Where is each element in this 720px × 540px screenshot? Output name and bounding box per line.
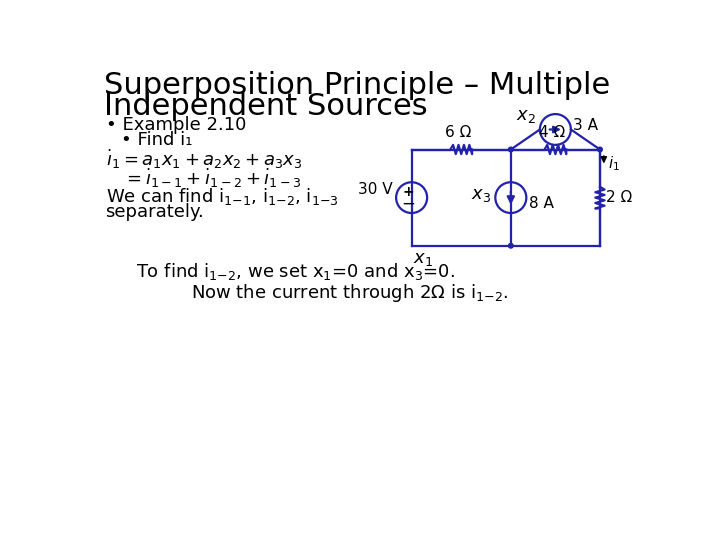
Text: 4 Ω: 4 Ω <box>539 125 565 140</box>
Text: $\dot{\imath}_1 = a_1 x_1 + a_2 x_2 + a_3 x_3$: $\dot{\imath}_1 = a_1 x_1 + a_2 x_2 + a_… <box>106 148 302 171</box>
Text: +: + <box>402 185 414 199</box>
Text: 3 A: 3 A <box>573 118 598 133</box>
Text: Superposition Principle – Multiple: Superposition Principle – Multiple <box>104 71 611 100</box>
Text: • Find i₁: • Find i₁ <box>121 131 192 149</box>
Circle shape <box>598 147 602 152</box>
Text: −: − <box>402 195 415 213</box>
Text: Now the current through 2$\Omega$ is i$_{1\mathsf{-}2}$.: Now the current through 2$\Omega$ is i$_… <box>191 282 508 304</box>
Text: To find i$_{1\mathsf{-}2}$, we set x$_1$=0 and x$_3$=0.: To find i$_{1\mathsf{-}2}$, we set x$_1$… <box>137 261 455 282</box>
Text: separately.: separately. <box>106 204 204 221</box>
Text: $i_1$: $i_1$ <box>608 154 621 173</box>
Text: 6 Ω: 6 Ω <box>445 125 472 140</box>
Circle shape <box>508 244 513 248</box>
Text: $x_2$: $x_2$ <box>516 107 536 125</box>
Text: 8 A: 8 A <box>529 196 554 211</box>
Text: 2 Ω: 2 Ω <box>606 190 632 205</box>
Text: $= \dot{\imath}_{1-1} + \dot{\imath}_{1-2} + \dot{\imath}_{1-3}$: $= \dot{\imath}_{1-1} + \dot{\imath}_{1-… <box>122 166 301 190</box>
Text: 30 V: 30 V <box>359 183 393 198</box>
Text: Independent Sources: Independent Sources <box>104 92 428 121</box>
Circle shape <box>508 147 513 152</box>
Text: $x_3$: $x_3$ <box>471 186 490 204</box>
Text: • Example 2.10: • Example 2.10 <box>106 116 246 133</box>
Text: We can find i$_{1\mathsf{-}1}$, i$_{1\mathsf{-}2}$, i$_{1\mathsf{-}3}$: We can find i$_{1\mathsf{-}1}$, i$_{1\ma… <box>106 186 338 207</box>
Text: $x_1$: $x_1$ <box>413 249 433 268</box>
